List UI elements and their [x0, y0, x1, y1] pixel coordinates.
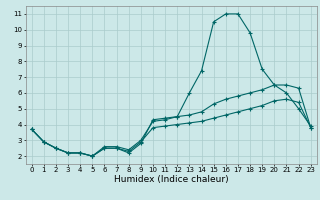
- X-axis label: Humidex (Indice chaleur): Humidex (Indice chaleur): [114, 175, 228, 184]
